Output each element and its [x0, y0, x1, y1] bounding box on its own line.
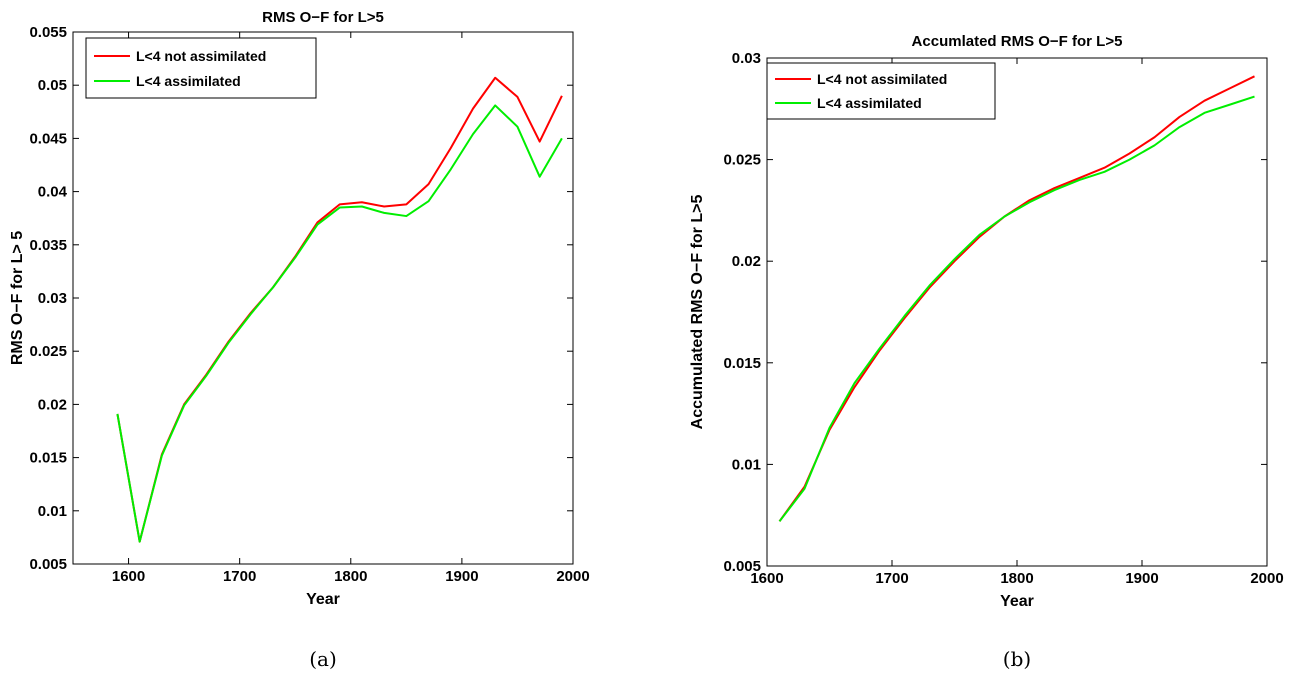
chart-b-xlabel: Year [1000, 593, 1034, 610]
chart-a-legend: L<4 not assimilated L<4 assimilated [85, 37, 317, 99]
chart-a-xtick-1: 1700 [223, 32, 256, 585]
chart-b-xtick-label-2: 1800 [1000, 570, 1033, 587]
chart-a-xtick-4: 2000 [556, 32, 590, 585]
chart-a-legend-box [85, 37, 317, 99]
chart-a-xlabel: Year [306, 591, 340, 608]
chart-b-ytick-2: 0.015 [723, 355, 1267, 372]
chart-b-ytick-label-0: 0.005 [723, 558, 761, 575]
chart-b-xtick-2: 1800 [1000, 58, 1034, 587]
chart-b-legend-box [766, 62, 996, 120]
chart-b-series [778, 75, 1255, 522]
chart-a-xtick-label-0: 1600 [112, 568, 145, 585]
chart-a-xtick-2: 1800 [334, 32, 367, 585]
chart-a-ytick-0: 0.005 [29, 556, 573, 573]
chart-a-xtick-label-3: 1900 [445, 568, 478, 585]
chart-a-ytick-1: 0.01 [38, 503, 573, 520]
chart-a-ticks: 1600 1700 1800 1900 2000 0.005 0.01 0.015 0.02 0.… [29, 24, 589, 585]
chart-b-ytick-1: 0.01 [732, 456, 1267, 473]
chart-b-series-line-0 [778, 75, 1255, 522]
chart-a-series [116, 76, 563, 543]
chart-b-legend: L<4 not assimilated L<4 assimilated [766, 62, 996, 120]
chart-b-xtick-label-0: 1600 [750, 570, 783, 587]
chart-a-caption: (a) [309, 647, 337, 671]
chart-b-xtick-label-1: 1700 [875, 570, 908, 587]
chart-a-ytick-label-8: 0.045 [29, 130, 67, 147]
chart-b-plot-frame [766, 57, 1268, 567]
chart-a-title: RMS O−F for L>5 [262, 9, 384, 26]
chart-b-ytick-3: 0.02 [732, 253, 1267, 270]
chart-b-xtick-label-3: 1900 [1125, 570, 1158, 587]
chart-a-ytick-label-10: 0.055 [29, 24, 67, 41]
chart-b-ytick-label-2: 0.015 [723, 355, 761, 372]
chart-b-ytick-4: 0.025 [723, 152, 1267, 169]
chart-b-xtick-3: 1900 [1125, 58, 1159, 587]
chart-a-ytick-10: 0.055 [29, 24, 573, 41]
chart-a-xtick-3: 1900 [445, 32, 479, 585]
chart-b-ytick-5: 0.03 [732, 50, 1267, 67]
chart-a-ytick-3: 0.02 [38, 396, 573, 413]
chart-a-xtick-label-2: 1800 [334, 568, 367, 585]
chart-a-ytick-label-6: 0.035 [29, 237, 67, 254]
chart-b: Accumlated RMS O−F for L>5 1600 1700 1800 1… [689, 33, 1284, 671]
chart-b-series-line-1 [778, 95, 1255, 522]
chart-b-ytick-0: 0.005 [723, 558, 1267, 575]
chart-a-ytick-label-7: 0.04 [38, 184, 68, 201]
chart-a-ytick-7: 0.04 [38, 184, 573, 201]
chart-a-ytick-5: 0.03 [38, 290, 573, 307]
chart-a-xtick-label-1: 1700 [223, 568, 256, 585]
chart-b-caption: (b) [1003, 647, 1031, 671]
chart-a-ytick-4: 0.025 [29, 343, 573, 360]
chart-a-ylabel: RMS O−F for L> 5 [9, 231, 26, 365]
chart-a-series-line-0 [116, 76, 563, 543]
chart-a: RMS O−F for L>5 1600 1700 1800 1900 2000 0.00… [9, 9, 590, 671]
chart-a-ytick-2: 0.015 [29, 450, 573, 467]
chart-a-ytick-label-5: 0.03 [38, 290, 67, 307]
chart-a-legend-label-1: L<4 assimilated [136, 73, 241, 89]
chart-b-ylabel: Accumulated RMS O−F for L>5 [689, 195, 706, 430]
chart-b-legend-label-0: L<4 not assimilated [817, 71, 947, 87]
chart-b-ytick-label-3: 0.02 [732, 253, 761, 270]
chart-b-ytick-label-4: 0.025 [723, 152, 761, 169]
chart-a-plot-frame [72, 31, 574, 565]
chart-a-ytick-label-9: 0.05 [38, 77, 67, 94]
chart-a-ytick-label-1: 0.01 [38, 503, 67, 520]
chart-a-series-line-1 [116, 104, 563, 543]
chart-a-legend-label-0: L<4 not assimilated [136, 48, 266, 64]
chart-a-ytick-label-0: 0.005 [29, 556, 67, 573]
chart-b-title: Accumlated RMS O−F for L>5 [912, 33, 1123, 50]
chart-b-ytick-label-5: 0.03 [732, 50, 761, 67]
chart-b-xtick-1: 1700 [875, 58, 909, 587]
chart-a-xtick-label-4: 2000 [556, 568, 589, 585]
chart-b-ytick-label-1: 0.01 [732, 456, 761, 473]
chart-b-xtick-label-4: 2000 [1250, 570, 1283, 587]
chart-a-ytick-label-4: 0.025 [29, 343, 67, 360]
chart-a-ytick-6: 0.035 [29, 237, 573, 254]
chart-b-legend-label-1: L<4 assimilated [817, 95, 922, 111]
chart-a-ytick-label-3: 0.02 [38, 396, 67, 413]
chart-a-ytick-9: 0.05 [38, 77, 573, 94]
chart-a-ytick-label-2: 0.015 [29, 450, 67, 467]
chart-a-ytick-8: 0.045 [29, 130, 573, 147]
chart-b-xtick-0: 1600 [750, 58, 784, 587]
chart-a-xtick-0: 1600 [112, 32, 145, 585]
chart-b-xtick-4: 2000 [1250, 58, 1284, 587]
chart-b-ticks: 1600 1700 1800 1900 2000 0.005 0.01 0.015 0.02 0.… [723, 50, 1283, 587]
